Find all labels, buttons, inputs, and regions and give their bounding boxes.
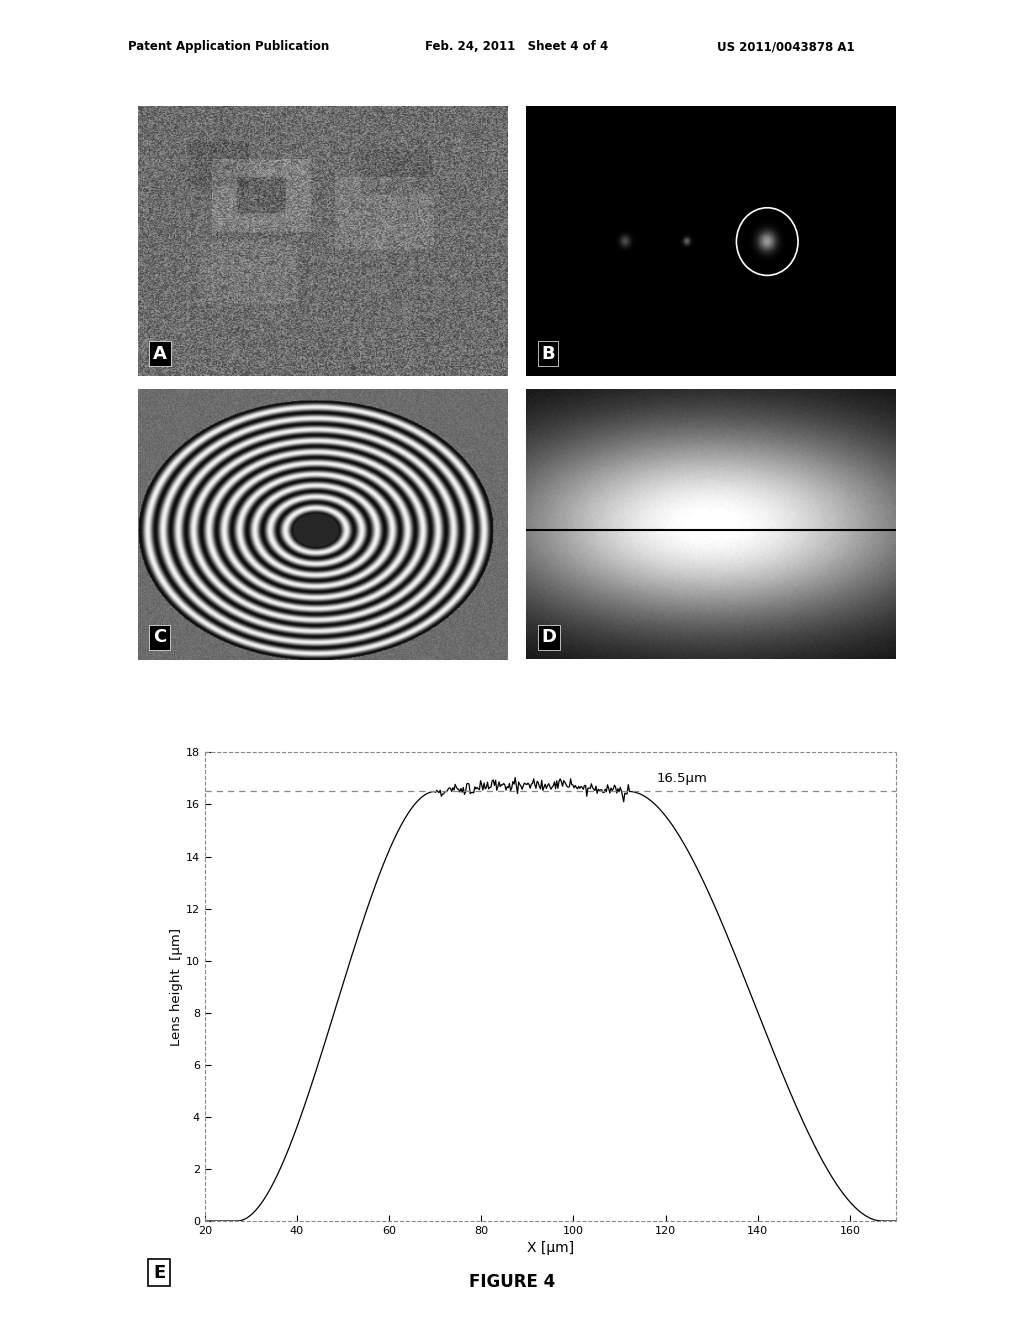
Text: 16.5μm: 16.5μm bbox=[656, 772, 708, 785]
Text: Feb. 24, 2011   Sheet 4 of 4: Feb. 24, 2011 Sheet 4 of 4 bbox=[425, 40, 608, 53]
Text: Patent Application Publication: Patent Application Publication bbox=[128, 40, 330, 53]
Text: A: A bbox=[153, 345, 167, 363]
Text: B: B bbox=[541, 345, 555, 363]
Text: E: E bbox=[153, 1265, 165, 1282]
Text: D: D bbox=[541, 628, 556, 647]
Text: FIGURE 4: FIGURE 4 bbox=[469, 1272, 555, 1291]
Text: US 2011/0043878 A1: US 2011/0043878 A1 bbox=[717, 40, 854, 53]
Y-axis label: Lens height  [μm]: Lens height [μm] bbox=[170, 928, 183, 1045]
Text: C: C bbox=[153, 628, 166, 647]
X-axis label: X [μm]: X [μm] bbox=[526, 1241, 574, 1255]
